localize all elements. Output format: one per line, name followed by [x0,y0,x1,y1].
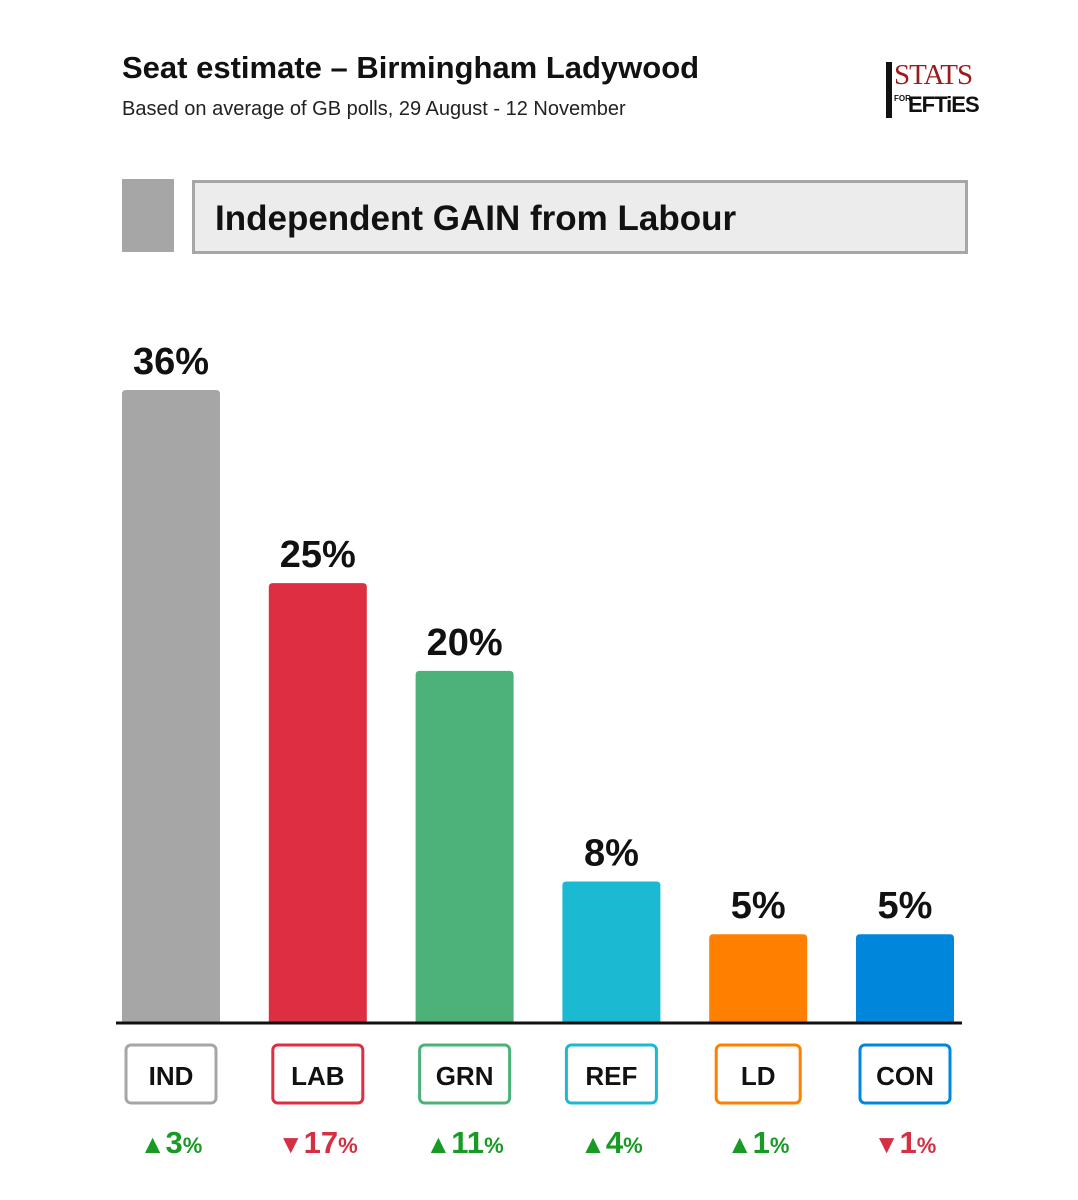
bar-value-ref: 8% [584,833,639,875]
party-label-con: CON [876,1061,934,1091]
party-label-ind: IND [149,1061,194,1091]
change-unit: % [338,1133,358,1158]
change-value: 3 [165,1125,182,1160]
change-label-con: ▼1% [874,1125,937,1160]
up-arrow-icon: ▲ [727,1129,753,1159]
change-label-ref: ▲4% [580,1125,643,1160]
change-unit: % [183,1133,203,1158]
change-unit: % [484,1133,504,1158]
change-unit: % [917,1133,937,1158]
up-arrow-icon: ▲ [426,1129,452,1159]
change-label-lab: ▼17% [278,1125,358,1160]
party-label-ld: LD [741,1061,776,1091]
bar-grn [415,670,514,1022]
logo-l-bar [886,62,892,118]
bar-ld [709,934,808,1022]
party-box-ld [714,1043,802,1105]
party-box-ind [124,1043,218,1105]
logo-lefties-text: EFTiES [908,92,980,117]
party-label-lab: LAB [291,1061,344,1091]
bar-value-ld: 5% [731,885,786,927]
bar-ind [122,390,220,1022]
change-label-ind: ▲3% [140,1125,203,1160]
winner-color-swatch [122,179,174,252]
bar-lab [268,583,367,1022]
bar-value-con: 5% [878,885,933,927]
change-label-ld: ▲1% [727,1125,790,1160]
change-value: 17 [304,1125,338,1160]
bar-value-ind: 36% [133,341,209,383]
up-arrow-icon: ▲ [580,1129,606,1159]
change-value: 4 [606,1125,624,1160]
change-unit: % [770,1133,790,1158]
party-label-ref: REF [585,1061,637,1091]
logo-for-text: FOR [894,94,911,103]
bar-ref [562,881,661,1022]
change-value: 1 [899,1125,916,1160]
chart-title: Seat estimate – Birmingham Ladywood [122,50,700,85]
change-value: 1 [753,1125,770,1160]
change-label-grn: ▲11% [426,1125,504,1160]
party-box-con [858,1043,952,1105]
result-text: Independent GAIN from Labour [215,199,737,238]
logo-stats-text: STATS [894,59,973,91]
party-label-grn: GRN [436,1061,494,1091]
party-box-ref [564,1043,658,1105]
party-box-grn [418,1043,512,1105]
bar-value-grn: 20% [427,622,503,664]
change-unit: % [623,1133,643,1158]
down-arrow-icon: ▼ [278,1129,304,1159]
party-box-lab [271,1043,365,1105]
stats-for-lefties-logo: STATS FOR EFTiES [886,59,980,120]
change-value: 11 [451,1125,484,1160]
down-arrow-icon: ▼ [874,1129,900,1159]
result-banner: Independent GAIN from Labour [192,180,968,254]
chart-subtitle: Based on average of GB polls, 29 August … [122,98,626,120]
bar-value-lab: 25% [280,534,356,576]
up-arrow-icon: ▲ [140,1129,166,1159]
bar-con [856,934,954,1022]
